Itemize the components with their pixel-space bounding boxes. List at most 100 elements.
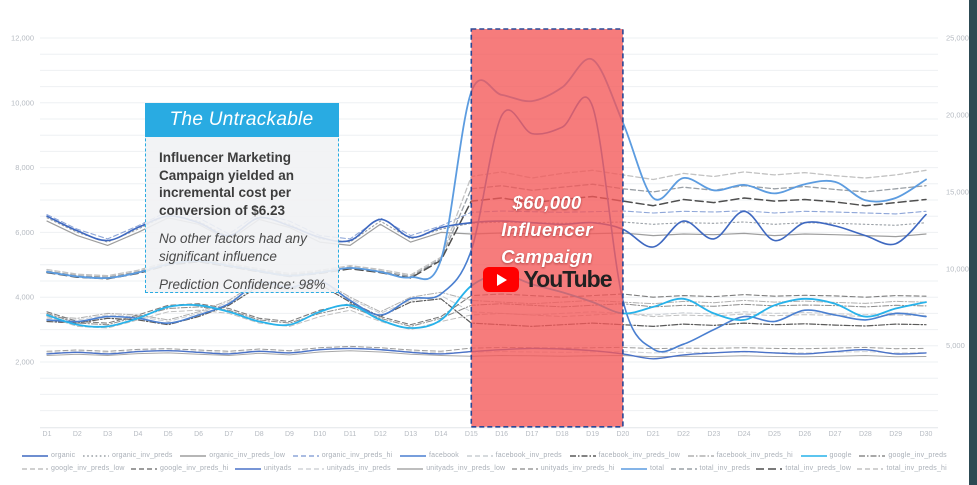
legend-swatch-unityads_inv_preds_low <box>397 467 424 470</box>
svg-text:D13: D13 <box>404 431 417 438</box>
legend-label-facebook_inv_preds: facebook_inv_preds <box>495 452 562 459</box>
legend-row: organic organic_inv_preds organic_inv_pred… <box>22 449 947 462</box>
legend-item-unityads_inv_preds_hi[interactable]: unityads_inv_preds_hi <box>511 465 615 473</box>
svg-text:D4: D4 <box>133 431 142 438</box>
svg-text:D1: D1 <box>43 431 52 438</box>
callout-finding: Influencer Marketing Campaign yielded an… <box>159 150 295 218</box>
legend-label-organic_inv_preds: organic_inv_preds <box>112 452 173 459</box>
legend-row: google_inv_preds_low google_inv_preds_hi u… <box>22 462 947 475</box>
svg-text:D20: D20 <box>616 431 629 438</box>
legend-item-google[interactable]: google <box>800 452 852 460</box>
legend-label-total_inv_preds_low: total_inv_preds_low <box>785 465 852 472</box>
legend-label-unityads: unityads <box>263 465 292 472</box>
legend-label-unityads_inv_preds: unityads_inv_preds <box>326 465 391 472</box>
svg-text:D30: D30 <box>920 431 933 438</box>
svg-text:D11: D11 <box>344 431 356 438</box>
svg-text:10,000: 10,000 <box>11 98 34 107</box>
legend-item-organic_inv_preds[interactable]: organic_inv_preds <box>83 452 173 460</box>
legend-label-facebook: facebook <box>428 452 459 459</box>
svg-text:D16: D16 <box>495 431 508 438</box>
legend-label-google: google <box>829 452 852 459</box>
svg-text:5,000: 5,000 <box>946 341 965 350</box>
svg-text:10,000: 10,000 <box>946 264 969 273</box>
legend-item-organic_inv_preds_hi[interactable]: organic_inv_preds_hi <box>292 452 393 460</box>
legend-item-google_inv_preds[interactable]: google_inv_preds <box>859 452 947 460</box>
legend-label-google_inv_preds_low: google_inv_preds_low <box>51 465 125 472</box>
youtube-logo: YouTube <box>471 266 623 293</box>
legend-item-facebook_inv_preds[interactable]: facebook_inv_preds <box>466 452 562 460</box>
legend-item-google_inv_preds_hi[interactable]: google_inv_preds_hi <box>131 465 228 473</box>
legend-swatch-total_inv_preds <box>670 467 697 470</box>
legend-item-unityads_inv_preds[interactable]: unityads_inv_preds <box>297 465 391 473</box>
svg-text:D15: D15 <box>465 431 478 438</box>
legend-item-total_inv_preds[interactable]: total_inv_preds <box>670 465 751 473</box>
legend-swatch-unityads_inv_preds_hi <box>511 467 538 470</box>
svg-text:D26: D26 <box>798 431 811 438</box>
svg-text:D9: D9 <box>285 431 294 438</box>
legend-item-facebook_inv_preds_hi[interactable]: facebook_inv_preds_hi <box>687 452 793 460</box>
legend-label-facebook_inv_preds_low: facebook_inv_preds_low <box>598 452 680 459</box>
legend-swatch-google_inv_preds <box>859 454 886 457</box>
youtube-wordmark: YouTube <box>523 266 613 292</box>
legend-swatch-google_inv_preds_low <box>22 467 48 470</box>
legend-label-organic_inv_preds_low: organic_inv_preds_low <box>209 452 286 459</box>
legend-item-unityads_inv_preds_low[interactable]: unityads_inv_preds_low <box>397 465 505 473</box>
svg-text:2,000: 2,000 <box>15 358 34 367</box>
legend-item-organic[interactable]: organic <box>22 452 75 460</box>
legend-swatch-google_inv_preds_hi <box>131 467 158 470</box>
legend-item-facebook_inv_preds_low[interactable]: facebook_inv_preds_low <box>569 452 680 460</box>
legend-label-total_inv_preds_hi: total_inv_preds_hi <box>886 465 947 472</box>
legend-label-facebook_inv_preds_hi: facebook_inv_preds_hi <box>716 452 793 459</box>
callout-body: Influencer Marketing Campaign yielded an… <box>146 138 338 292</box>
svg-text:D10: D10 <box>313 431 326 438</box>
legend-swatch-unityads_inv_preds <box>297 467 324 470</box>
legend-swatch-organic <box>22 454 48 457</box>
svg-text:D22: D22 <box>677 431 690 438</box>
svg-text:D3: D3 <box>103 431 112 438</box>
legend-swatch-facebook_inv_preds_hi <box>687 454 714 457</box>
svg-text:D14: D14 <box>435 431 448 438</box>
legend-item-total[interactable]: total <box>620 465 664 473</box>
series-line-facebook_inv_preds <box>46 282 927 322</box>
legend-label-total_inv_preds: total_inv_preds <box>699 465 751 472</box>
campaign-amount: $60,000 <box>512 192 582 213</box>
svg-text:6,000: 6,000 <box>15 228 34 237</box>
svg-text:D25: D25 <box>768 431 781 438</box>
legend-item-facebook[interactable]: facebook <box>399 452 459 460</box>
svg-text:D24: D24 <box>738 431 751 438</box>
legend-item-total_inv_preds_hi[interactable]: total_inv_preds_hi <box>857 465 947 473</box>
window-edge-strip <box>969 0 977 485</box>
callout-note: No other factors had any significant inf… <box>159 231 307 264</box>
campaign-annotation: $60,000 Influencer Campaign <box>471 190 623 270</box>
svg-text:D18: D18 <box>556 431 569 438</box>
legend-label-unityads_inv_preds_hi: unityads_inv_preds_hi <box>540 465 615 472</box>
svg-text:D23: D23 <box>707 431 720 438</box>
campaign-word-campaign: Campaign <box>501 245 593 267</box>
legend-label-google_inv_preds_hi: google_inv_preds_hi <box>160 465 229 472</box>
legend-label-google_inv_preds: google_inv_preds <box>888 452 947 459</box>
svg-text:8,000: 8,000 <box>15 163 34 172</box>
legend-swatch-organic_inv_preds_hi <box>292 454 319 457</box>
legend-label-unityads_inv_preds_low: unityads_inv_preds_low <box>426 465 506 472</box>
svg-text:D29: D29 <box>889 431 902 438</box>
legend-label-organic: organic <box>51 452 76 459</box>
legend-item-total_inv_preds_low[interactable]: total_inv_preds_low <box>756 465 851 473</box>
legend-item-unityads[interactable]: unityads <box>234 465 292 473</box>
campaign-highlight-region <box>471 29 623 427</box>
legend-item-organic_inv_preds_low[interactable]: organic_inv_preds_low <box>180 452 285 460</box>
svg-text:D19: D19 <box>586 431 599 438</box>
svg-text:D8: D8 <box>255 431 264 438</box>
svg-text:D27: D27 <box>829 431 842 438</box>
youtube-play-icon <box>482 267 519 292</box>
legend-swatch-total <box>620 467 647 470</box>
svg-text:15,000: 15,000 <box>946 187 969 196</box>
svg-text:D5: D5 <box>164 431 173 438</box>
legend-swatch-facebook_inv_preds_low <box>569 454 596 457</box>
legend-swatch-total_inv_preds_hi <box>857 467 884 470</box>
chart-legend: organic organic_inv_preds organic_inv_pred… <box>22 449 947 475</box>
legend-item-google_inv_preds_low[interactable]: google_inv_preds_low <box>22 465 125 473</box>
legend-swatch-facebook_inv_preds <box>466 454 493 457</box>
svg-text:D17: D17 <box>526 431 539 438</box>
legend-swatch-organic_inv_preds <box>83 454 110 457</box>
svg-text:D28: D28 <box>859 431 872 438</box>
